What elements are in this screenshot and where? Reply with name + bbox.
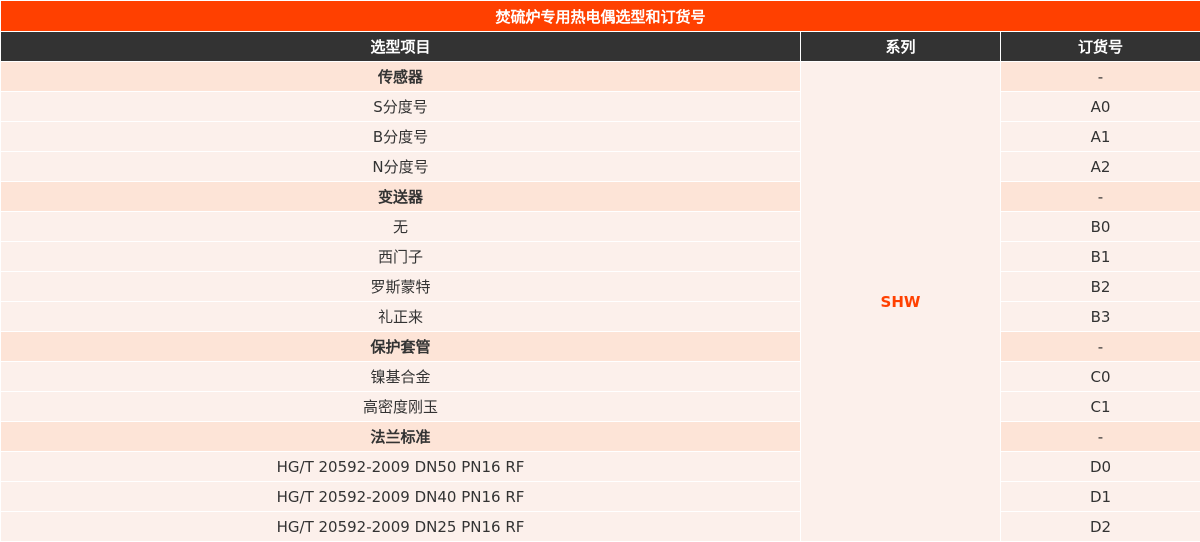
code-cell: A2 [1001,152,1200,182]
code-cell: D1 [1001,482,1200,512]
table-row: HG/T 20592-2009 DN50 PN16 RF D0 [1,452,1200,482]
code-cell: B2 [1001,272,1200,302]
item-cell: 保护套管 [1,332,801,362]
table-title: 焚硫炉专用热电偶选型和订货号 [1,1,1200,32]
item-cell: 罗斯蒙特 [1,272,801,302]
code-cell: B0 [1001,212,1200,242]
header-code: 订货号 [1001,32,1200,62]
table-row: 罗斯蒙特 B2 [1,272,1200,302]
code-cell: C1 [1001,392,1200,422]
code-cell: - [1001,182,1200,212]
item-cell: B分度号 [1,122,801,152]
section-row: 法兰标准 - [1,422,1200,452]
series-cell: SHW [801,62,1001,542]
item-cell: 镍基合金 [1,362,801,392]
code-cell: B3 [1001,302,1200,332]
table-row: N分度号 A2 [1,152,1200,182]
item-cell: 无 [1,212,801,242]
item-cell: 法兰标准 [1,422,801,452]
code-cell: A1 [1001,122,1200,152]
table-row: HG/T 20592-2009 DN40 PN16 RF D1 [1,482,1200,512]
section-row: 保护套管 - [1,332,1200,362]
item-cell: HG/T 20592-2009 DN50 PN16 RF [1,452,801,482]
section-row: 变送器 - [1,182,1200,212]
header-item: 选型项目 [1,32,801,62]
code-cell: B1 [1001,242,1200,272]
code-cell: - [1001,62,1200,92]
code-cell: A0 [1001,92,1200,122]
code-cell: - [1001,422,1200,452]
item-cell: N分度号 [1,152,801,182]
code-cell: D2 [1001,512,1200,542]
code-cell: - [1001,332,1200,362]
code-cell: D0 [1001,452,1200,482]
item-cell: HG/T 20592-2009 DN40 PN16 RF [1,482,801,512]
code-cell: C0 [1001,362,1200,392]
table-row: S分度号 A0 [1,92,1200,122]
item-cell: HG/T 20592-2009 DN25 PN16 RF [1,512,801,542]
table-row: 礼正来 B3 [1,302,1200,332]
table-row: B分度号 A1 [1,122,1200,152]
table-row: HG/T 20592-2009 DN25 PN16 RF D2 [1,512,1200,542]
table-row: 西门子 B1 [1,242,1200,272]
header-series: 系列 [801,32,1001,62]
table-row: 镍基合金 C0 [1,362,1200,392]
table-row: 无 B0 [1,212,1200,242]
item-cell: 高密度刚玉 [1,392,801,422]
table-row: 高密度刚玉 C1 [1,392,1200,422]
item-cell: 西门子 [1,242,801,272]
item-cell: 传感器 [1,62,801,92]
item-cell: S分度号 [1,92,801,122]
item-cell: 礼正来 [1,302,801,332]
item-cell: 变送器 [1,182,801,212]
